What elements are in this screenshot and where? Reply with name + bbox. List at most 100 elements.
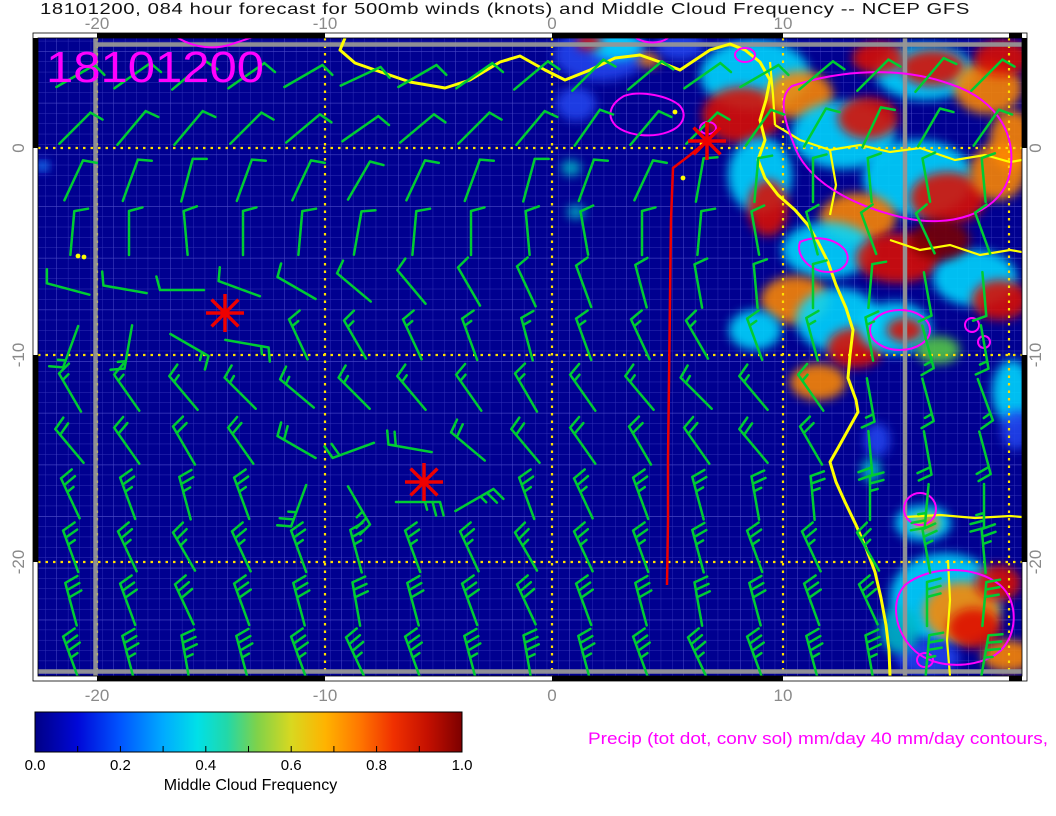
lon-axis-label-bottom: 10	[774, 686, 793, 705]
wind-barb	[916, 107, 955, 148]
wind-barb	[223, 364, 257, 410]
wind-barb	[513, 521, 539, 572]
wind-barb	[63, 159, 99, 202]
wind-barb	[455, 61, 505, 90]
axis-labels: -20 -20 -10 -10 0 0 10 10 0 0 -10 -10 -20 -20	[9, 14, 1045, 705]
wind-barb	[351, 575, 370, 627]
precip-caption: Precip (tot dot, conv sol) mm/day 40 mm/…	[588, 729, 1048, 748]
wind-barb	[920, 324, 935, 377]
wind-barb	[342, 309, 368, 360]
precip-contour	[869, 309, 932, 351]
frame-outline	[32, 32, 1028, 682]
lon-axis-label-top: -20	[85, 14, 110, 33]
wind-barb	[520, 309, 535, 362]
wind-barb	[232, 468, 251, 521]
precip-contour	[964, 317, 981, 333]
cloud-blob	[992, 360, 1022, 424]
wind-barb	[691, 521, 708, 574]
wind-barb	[235, 627, 254, 680]
lon-axis-label-top: 10	[774, 14, 793, 33]
wind-barb	[753, 154, 774, 204]
country-border	[889, 238, 1022, 257]
wind-barb	[798, 415, 824, 466]
wind-barb	[752, 258, 769, 310]
wind-barb	[868, 471, 885, 522]
wind-barb	[349, 521, 366, 574]
wind-barb	[860, 377, 876, 429]
cloud-blob	[974, 40, 1022, 76]
country-border	[904, 513, 1022, 520]
wind-barb	[463, 627, 482, 680]
country-border	[774, 124, 1022, 164]
wind-barb	[171, 521, 197, 572]
wind-barb	[180, 628, 199, 680]
cloud-blob	[970, 144, 1022, 200]
cloud-blob	[729, 310, 781, 350]
wind-barb	[693, 257, 709, 309]
wind-barb	[914, 56, 958, 94]
cloud-blob	[901, 50, 965, 86]
island-dot	[680, 175, 686, 181]
wind-barb	[169, 332, 210, 371]
wind-barb	[916, 430, 933, 482]
wind-barb	[924, 631, 945, 681]
wind-barb	[745, 627, 765, 680]
wind-barb	[275, 483, 308, 528]
wind-barb	[634, 574, 653, 627]
wind-barb	[230, 521, 252, 573]
wind-barb	[914, 203, 936, 255]
wind-barb	[178, 468, 195, 521]
wind-barb	[335, 259, 373, 303]
country-border	[945, 559, 952, 676]
wind-barb	[980, 152, 997, 204]
precip-contour	[177, 38, 253, 49]
wind-barb	[171, 415, 197, 466]
timestamp-overlay: 18101200	[46, 43, 264, 92]
wind-barb	[284, 113, 333, 144]
wind-barb	[802, 574, 822, 627]
wind-barb	[61, 627, 81, 680]
wind-barb	[572, 521, 594, 573]
cloud-blob	[910, 220, 970, 260]
cloud-blob	[852, 42, 904, 74]
wind-barb	[921, 151, 937, 203]
wind-barb	[297, 207, 318, 257]
wind-barb	[339, 65, 391, 87]
wind-barb	[802, 107, 841, 148]
wind-barb	[112, 415, 141, 465]
wind-barb	[864, 628, 883, 680]
map-canvas: 18101200	[38, 38, 1022, 681]
precip-contour	[635, 38, 669, 44]
country-border	[828, 149, 838, 216]
wind-barb	[224, 338, 272, 363]
wind-barb	[571, 58, 617, 92]
wind-barb	[61, 521, 80, 574]
wind-barb	[278, 365, 316, 409]
lon-axis-label-bottom: -20	[85, 686, 110, 705]
wind-barb	[112, 362, 141, 412]
wind-barb	[796, 362, 825, 412]
precip-contour	[798, 237, 849, 274]
wind-barb	[805, 309, 820, 362]
wind-barb	[59, 468, 81, 520]
island-dot	[81, 254, 87, 260]
wind-barb	[276, 262, 317, 301]
island-dot	[75, 253, 81, 259]
wind-barb	[859, 203, 878, 256]
wind-barb	[337, 364, 371, 410]
wind-barb	[235, 158, 268, 203]
wind-barb	[971, 270, 988, 322]
wind-barb	[116, 521, 138, 573]
wind-barb	[970, 58, 1016, 92]
wind-barb	[292, 574, 311, 627]
wind-barb	[811, 153, 828, 204]
colorbar-tick-label: 0.6	[281, 757, 302, 774]
wind-barb	[568, 415, 597, 465]
wind-barb	[573, 108, 615, 147]
colorbar-tick-label: 0.0	[25, 757, 46, 774]
wind-barb	[403, 521, 422, 574]
wind-barb	[283, 63, 334, 89]
wind-barb	[682, 415, 711, 465]
wind-barb	[405, 159, 441, 202]
wind-barb	[456, 256, 482, 307]
